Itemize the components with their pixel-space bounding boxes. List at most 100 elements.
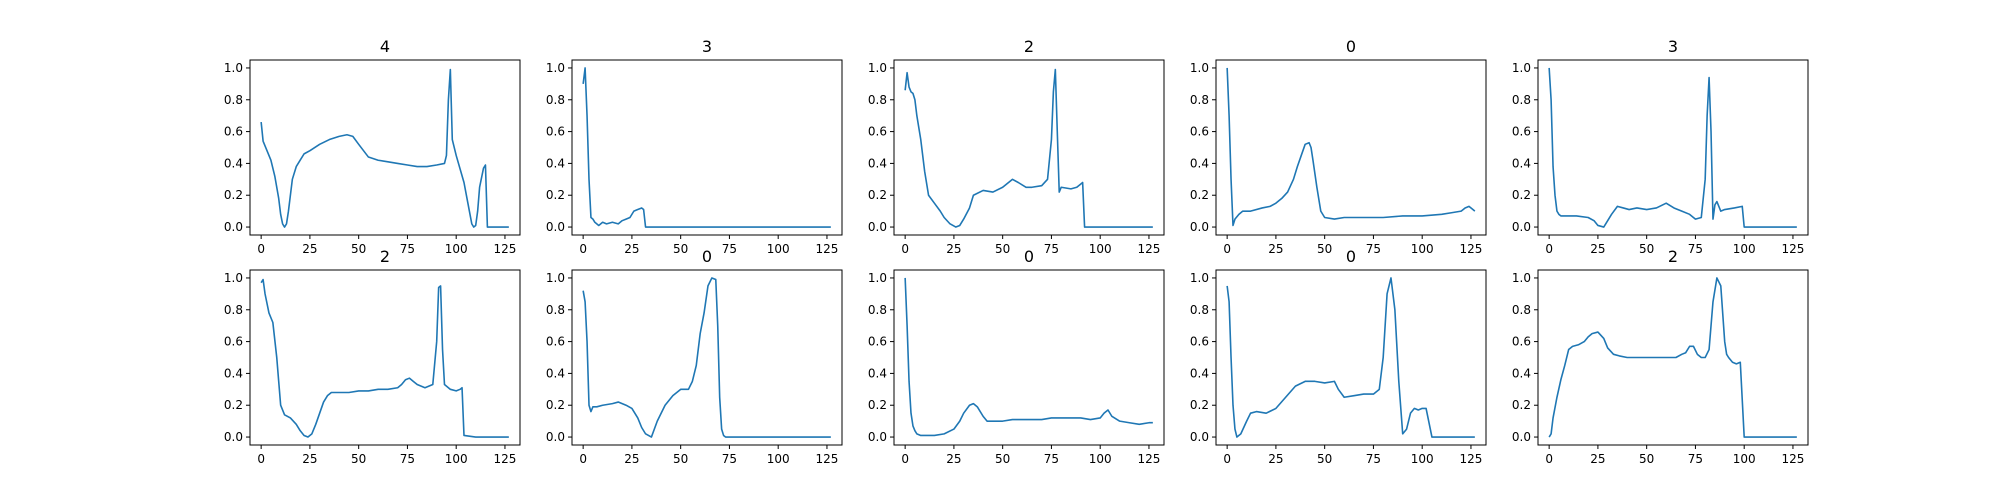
x-tick-label: 25 [1590,242,1605,256]
subplot-title: 3 [702,37,712,56]
x-tick-label: 0 [579,452,587,466]
y-tick-label: 1.0 [224,271,243,285]
x-tick-label: 0 [257,452,265,466]
x-tick-label: 75 [1044,242,1059,256]
subplot-9: 0 25 50 75 100 125 0.0 0.2 0.4 0.6 0.8 1.0 0 [1190,247,1487,466]
series-line [904,68,1153,228]
x-tick-label: 125 [1137,452,1160,466]
subplot-title: 4 [380,37,390,56]
series-line [582,277,831,438]
x-tick-label: 125 [815,242,838,256]
y-tick-label: 0.0 [224,220,243,234]
y-tick-label: 0.8 [868,303,887,317]
x-tick-label: 50 [995,452,1010,466]
subplot-title: 0 [1346,37,1356,56]
subplot-title: 2 [1668,247,1678,266]
y-tick-label: 1.0 [224,61,243,75]
series-line [260,68,509,228]
y-tick-label: 0.6 [546,125,565,139]
y-tick-label: 0.8 [1512,93,1531,107]
series-line [582,67,831,228]
subplot-5: 0 25 50 75 100 125 0.0 0.2 0.4 0.6 0.8 1.0 3 [1512,37,1809,256]
x-tick-label: 50 [995,242,1010,256]
y-tick-label: 0.8 [546,93,565,107]
x-tick-label: 50 [351,242,366,256]
x-tick-label: 75 [722,242,737,256]
x-tick-label: 0 [1545,242,1553,256]
y-tick-label: 0.4 [546,366,565,380]
x-tick-label: 0 [1223,242,1231,256]
y-tick-label: 0.2 [224,398,243,412]
x-tick-label: 125 [815,452,838,466]
x-tick-label: 0 [257,242,265,256]
y-tick-label: 0.2 [224,188,243,202]
y-tick-label: 0.8 [546,303,565,317]
axes-frame [571,269,843,446]
x-tick-label: 75 [722,452,737,466]
y-tick-label: 0.6 [868,125,887,139]
y-tick-label: 0.4 [868,366,887,380]
y-tick-label: 0.2 [1190,398,1209,412]
x-tick-label: 0 [901,452,909,466]
x-tick-label: 25 [946,452,961,466]
series-line [904,277,1153,437]
series-line [260,278,509,438]
subplot-title: 2 [380,247,390,266]
x-tick-label: 50 [673,452,688,466]
subplot-3: 0 25 50 75 100 125 0.0 0.2 0.4 0.6 0.8 1.0 2 [868,37,1165,256]
y-tick-label: 0.0 [1512,430,1531,444]
x-tick-label: 25 [624,242,639,256]
subplot-4: 0 25 50 75 100 125 0.0 0.2 0.4 0.6 0.8 1.0 0 [1190,37,1487,256]
y-tick-label: 1.0 [868,271,887,285]
x-tick-label: 125 [1781,452,1804,466]
axes-frame [1215,269,1487,446]
y-tick-label: 0.0 [1512,220,1531,234]
y-tick-label: 1.0 [1190,61,1209,75]
y-tick-label: 0.6 [224,125,243,139]
y-tick-label: 0.8 [224,93,243,107]
x-tick-label: 100 [767,242,790,256]
axes-frame [893,269,1165,446]
y-tick-label: 0.8 [868,93,887,107]
y-tick-label: 0.2 [1512,398,1531,412]
y-tick-label: 0.8 [1512,303,1531,317]
subplot-title: 3 [1668,37,1678,56]
x-tick-label: 125 [1137,242,1160,256]
subplot-title: 2 [1024,37,1034,56]
x-tick-label: 25 [1268,452,1283,466]
x-tick-label: 75 [1366,452,1381,466]
y-tick-label: 1.0 [546,271,565,285]
subplot-10: 0 25 50 75 100 125 0.0 0.2 0.4 0.6 0.8 1.0 2 [1512,247,1809,466]
y-tick-label: 0.6 [1190,125,1209,139]
y-tick-label: 0.2 [868,188,887,202]
x-tick-label: 125 [1459,242,1482,256]
x-tick-label: 75 [1688,452,1703,466]
subplot-1: 0 25 50 75 100 125 0.0 0.2 0.4 0.6 0.8 1.0 4 [224,37,521,256]
y-tick-label: 0.6 [546,335,565,349]
y-tick-label: 0.0 [546,220,565,234]
series-line [1548,67,1797,228]
y-tick-label: 0.8 [1190,93,1209,107]
x-tick-label: 100 [1733,242,1756,256]
x-tick-label: 100 [1733,452,1756,466]
x-tick-label: 50 [1317,452,1332,466]
x-tick-label: 25 [1268,242,1283,256]
x-tick-label: 125 [493,242,516,256]
y-tick-label: 1.0 [1512,271,1531,285]
x-tick-label: 125 [1781,242,1804,256]
x-tick-label: 100 [767,452,790,466]
x-tick-label: 50 [1317,242,1332,256]
series-line [1226,67,1476,227]
y-tick-label: 0.4 [868,156,887,170]
x-tick-label: 0 [1545,452,1553,466]
y-tick-label: 0.6 [1190,335,1209,349]
y-tick-label: 0.4 [1512,366,1531,380]
series-line [1548,277,1797,438]
y-tick-label: 0.6 [1512,125,1531,139]
x-tick-label: 75 [400,452,415,466]
y-tick-label: 0.6 [868,335,887,349]
x-tick-label: 0 [579,242,587,256]
x-tick-label: 100 [445,452,468,466]
axes-frame [1215,59,1487,236]
y-tick-label: 0.2 [868,398,887,412]
